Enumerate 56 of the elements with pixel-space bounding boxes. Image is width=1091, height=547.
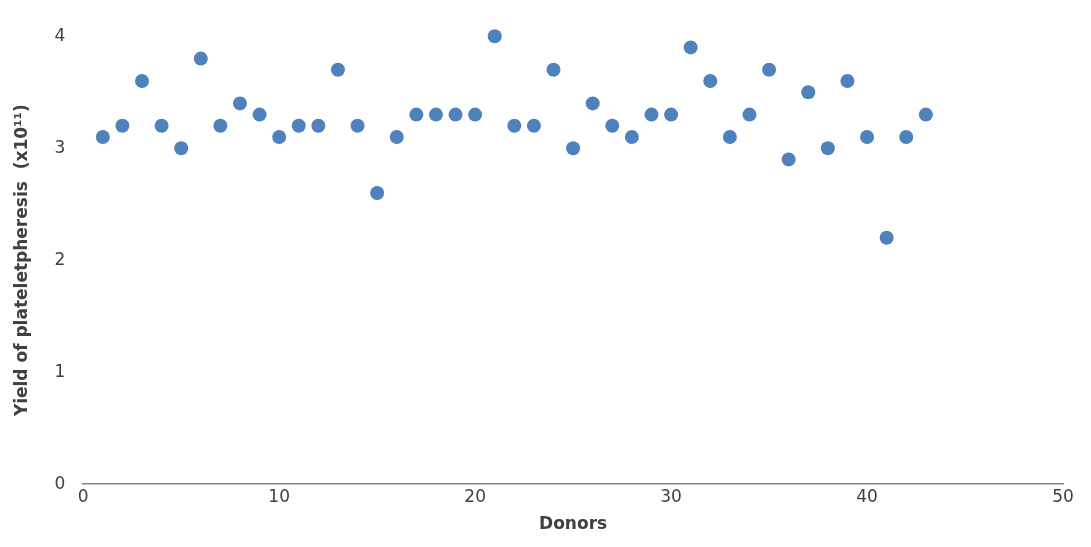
point <box>644 107 659 122</box>
point <box>762 62 777 77</box>
point <box>605 118 620 133</box>
point <box>879 230 894 245</box>
point <box>507 118 522 133</box>
point <box>135 74 149 88</box>
point <box>546 62 561 77</box>
point <box>389 130 404 144</box>
point <box>820 141 835 156</box>
point <box>213 118 228 133</box>
point <box>409 107 424 122</box>
y-axis-title: Yield of plateletpheresis (x10¹¹) <box>10 104 31 418</box>
point <box>703 74 718 88</box>
y-tick-label: 0 <box>54 472 66 493</box>
point <box>860 130 875 144</box>
point <box>468 107 483 122</box>
x-tick-label: 10 <box>268 485 290 506</box>
point <box>918 107 933 122</box>
point <box>487 29 502 44</box>
point <box>664 107 679 122</box>
point <box>801 85 816 100</box>
point <box>311 118 326 133</box>
point <box>232 96 247 111</box>
point <box>95 130 110 144</box>
x-tick-label: 50 <box>1052 485 1074 506</box>
point <box>291 118 306 133</box>
point <box>899 130 914 144</box>
x-axis-title: Donors <box>539 513 608 534</box>
point <box>585 96 600 111</box>
point <box>272 130 287 144</box>
point <box>252 107 267 122</box>
point <box>566 141 581 156</box>
point <box>722 130 737 144</box>
point <box>115 118 130 133</box>
y-tick-label: 3 <box>54 136 66 157</box>
point <box>350 118 365 133</box>
x-tick-label: 30 <box>660 485 682 506</box>
y-tick-label: 2 <box>54 248 66 269</box>
x-tick-label: 0 <box>77 485 89 506</box>
point <box>428 107 443 122</box>
point <box>154 118 169 133</box>
point <box>526 118 541 133</box>
point <box>448 107 463 122</box>
point <box>840 74 855 88</box>
x-tick-label: 20 <box>464 485 486 506</box>
point <box>781 152 796 167</box>
point <box>624 130 639 144</box>
point <box>174 141 189 156</box>
y-tick-label: 1 <box>54 360 66 381</box>
x-tick-label: 40 <box>856 485 878 506</box>
point <box>330 62 345 77</box>
point <box>193 51 208 66</box>
y-tick-label: 4 <box>54 24 66 45</box>
point <box>683 40 698 55</box>
point <box>370 186 385 200</box>
point <box>742 107 757 122</box>
